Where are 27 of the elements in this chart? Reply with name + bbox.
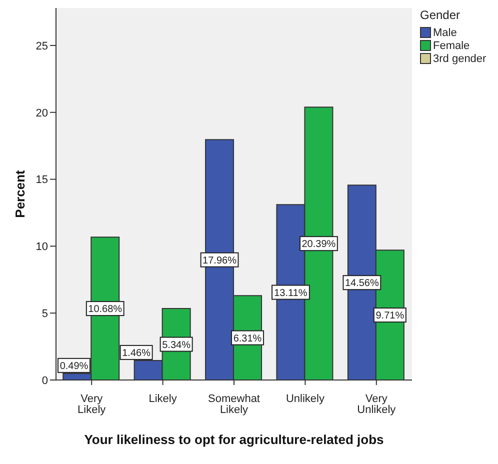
data-label: 9.71% bbox=[376, 310, 404, 322]
x-tick-label: Very Unlikely bbox=[357, 392, 396, 416]
x-tick-label: Unlikely bbox=[286, 392, 325, 405]
data-label: 1.46% bbox=[122, 348, 151, 359]
x-tick-label: Somewhat Likely bbox=[208, 392, 260, 416]
data-label: 20.39% bbox=[302, 239, 336, 250]
legend-label: Male bbox=[432, 26, 458, 39]
data-label: 17.96% bbox=[202, 255, 237, 266]
data-label: 0.49% bbox=[60, 360, 88, 372]
x-axis-title: Your likeliness to opt for agriculture-related jobs bbox=[84, 432, 384, 447]
data-label: 14.56% bbox=[344, 278, 379, 290]
data-label: 5.34% bbox=[162, 340, 191, 351]
y-tick-label: 5 bbox=[42, 308, 48, 320]
y-tick-label: 15 bbox=[36, 174, 48, 186]
data-label: 13.11% bbox=[274, 288, 308, 299]
legend-label: Female bbox=[432, 39, 471, 52]
legend-label: 3rd gender bbox=[432, 52, 488, 65]
y-tick-label: 25 bbox=[36, 40, 48, 52]
x-tick-label: Likely bbox=[148, 392, 178, 405]
legend-title: Gender bbox=[420, 8, 462, 22]
y-tick-label: 0 bbox=[42, 374, 48, 387]
y-tick-label: 20 bbox=[36, 107, 48, 120]
x-tick-label: Very Likely bbox=[78, 392, 106, 416]
data-label: 6.31% bbox=[233, 333, 262, 344]
y-axis-title: Percent bbox=[12, 169, 28, 218]
data-label: 10.68% bbox=[88, 304, 122, 316]
y-tick-label: 10 bbox=[36, 241, 48, 254]
